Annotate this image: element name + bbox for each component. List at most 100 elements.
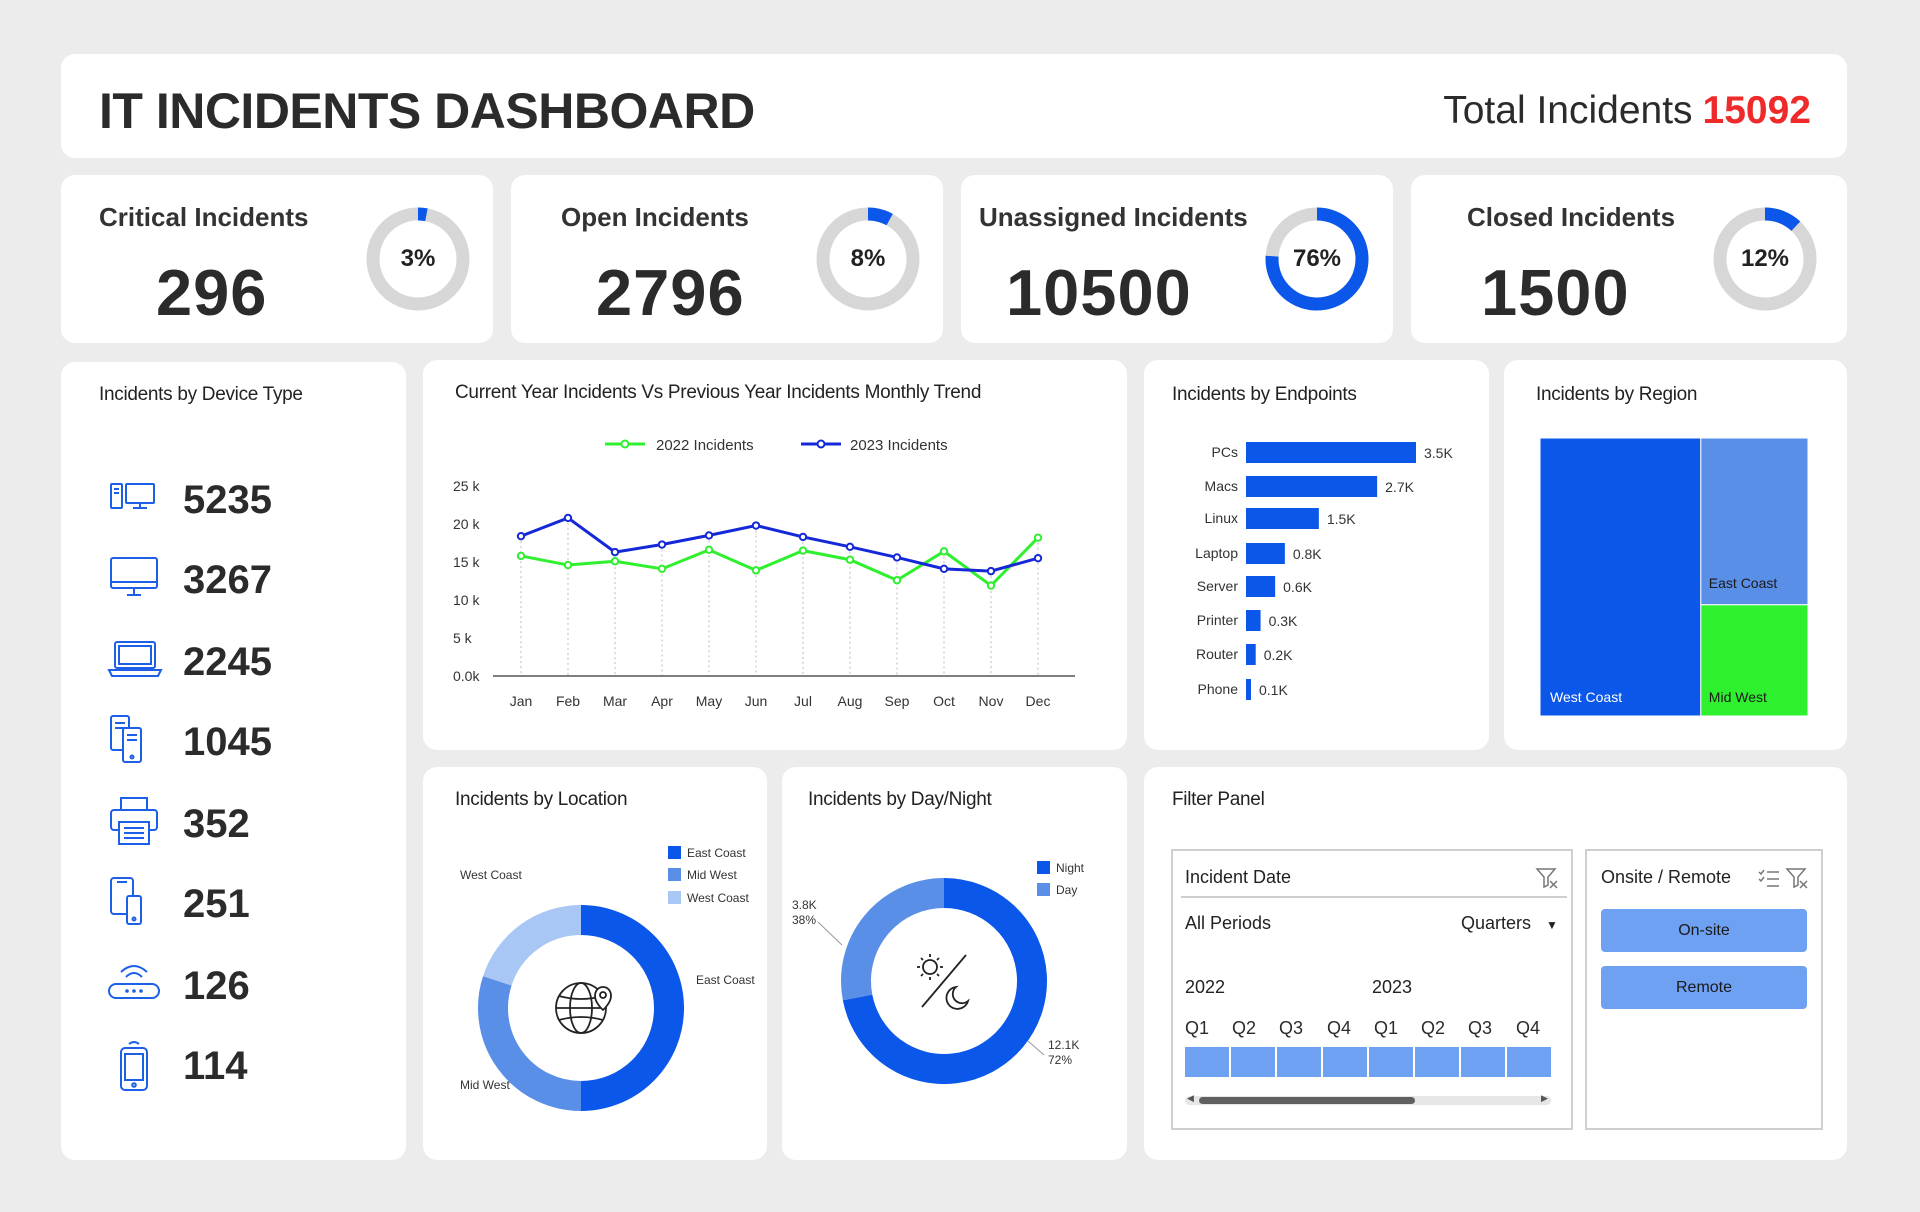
quarter-label: Q3 (1468, 1018, 1493, 1038)
quarter-cell[interactable] (1369, 1047, 1415, 1077)
legend-marker-2023 (816, 439, 826, 449)
clear-filter-icon[interactable] (1535, 867, 1559, 889)
device-row: 5235 (103, 472, 383, 532)
kpi-value: 1500 (1481, 256, 1630, 329)
slice-pct-night: 72% (1048, 1053, 1072, 1067)
data-point (892, 576, 902, 585)
data-point (1033, 554, 1043, 563)
device-count: 3267 (183, 558, 272, 602)
legend-label-2023: 2023 Incidents (850, 437, 948, 454)
kpi-unassigned-card: Unassigned Incidents 10500 76% (961, 175, 1393, 343)
kpi-percent: 76% (1292, 245, 1342, 272)
bar-category-label: Macs (1205, 478, 1238, 494)
leader-line-night (1027, 1040, 1045, 1056)
location-donut-chart: East Coast Mid West West Coast West Coas… (460, 846, 755, 1111)
legend-west-coast: West Coast (668, 891, 749, 905)
quarter-label: Q4 (1516, 1018, 1541, 1038)
bar (1246, 576, 1276, 597)
card-title: Filter Panel (1172, 789, 1265, 810)
card-title: Incidents by Endpoints (1172, 384, 1357, 405)
legend-marker-2022 (620, 439, 630, 449)
quarter-cell[interactable] (1507, 1047, 1551, 1077)
onsite-button[interactable]: On-site (1601, 909, 1807, 952)
card-title: Incidents by Device Type (99, 384, 303, 405)
multi-select-icon[interactable] (1757, 867, 1781, 889)
kpi-donut (1713, 207, 1817, 311)
total-incidents: Total Incidents 15092 (1443, 89, 1811, 133)
quarter-cell[interactable] (1461, 1047, 1507, 1077)
header-bar: IT INCIDENTS DASHBOARD Total Incidents 15… (61, 54, 1847, 158)
data-point (610, 557, 620, 566)
y-tick-label: 5 k (453, 630, 473, 646)
quarter-cell[interactable] (1323, 1047, 1369, 1077)
data-point (563, 560, 573, 570)
data-point (704, 531, 714, 540)
legend-label: Day (1056, 883, 1077, 897)
scrollbar-thumb[interactable] (1199, 1097, 1415, 1104)
treemap-cell-east-coast (1700, 437, 1809, 606)
incident-date-filter: Incident Date All Periods Quarters ▼ 202… (1171, 849, 1573, 1130)
filter-panel-card: Filter Panel Incident Date All Periods Q… (1144, 767, 1847, 1160)
bar-value-label: 0.6K (1283, 579, 1312, 595)
series-line-2023 (520, 516, 1039, 573)
slice-value-day: 3.8K (792, 898, 817, 912)
series-line-2022 (520, 536, 1040, 588)
device-row: 114 (103, 1038, 383, 1098)
clear-filter-icon[interactable] (1785, 867, 1809, 889)
filter-title: Incident Date (1185, 867, 1292, 887)
quarter-cell[interactable] (1415, 1047, 1461, 1077)
timeline-scrollbar[interactable]: ◀ ▶ (1185, 1093, 1551, 1105)
bar-category-label: Laptop (1195, 545, 1238, 561)
legend-night: Night (1037, 861, 1085, 875)
page-title: IT INCIDENTS DASHBOARD (99, 83, 755, 139)
legend-label: West Coast (687, 891, 749, 905)
legend-label: Night (1056, 861, 1085, 875)
bar (1246, 679, 1251, 700)
quarter-cell[interactable] (1231, 1047, 1277, 1077)
card-title: Incidents by Location (455, 789, 628, 810)
scroll-right-icon[interactable]: ▶ (1541, 1093, 1548, 1103)
data-point (657, 564, 667, 574)
legend-east-coast: East Coast (668, 846, 746, 860)
legend-label: East Coast (687, 846, 746, 860)
filter-title: Onsite / Remote (1601, 867, 1732, 887)
y-tick-label: 15 k (453, 554, 480, 570)
data-point (892, 553, 902, 562)
x-tick-label: Sep (885, 693, 910, 709)
monthly-trend-chart: 2022 Incidents 2023 Incidents 0.0k 5 k 10 … (453, 437, 1075, 709)
device-row: 251 (103, 876, 383, 936)
data-point (798, 546, 808, 555)
device-count: 352 (183, 802, 250, 846)
treemap-label: East Coast (1709, 575, 1778, 591)
bar-category-label: Router (1196, 646, 1238, 662)
kpi-percent: 12% (1740, 245, 1790, 272)
legend-day: Day (1037, 883, 1077, 897)
quarter-timeline-bar[interactable] (1185, 1047, 1551, 1077)
data-point (798, 532, 808, 542)
bar-value-label: 0.3K (1269, 613, 1298, 629)
desktop-tower-icon (110, 483, 155, 509)
sun-moon-icon (917, 954, 970, 1010)
device-count: 1045 (183, 720, 272, 764)
quarter-cell[interactable] (1277, 1047, 1323, 1077)
remote-button[interactable]: Remote (1601, 966, 1807, 1009)
router-icon (108, 965, 160, 999)
x-tick-label: Jul (794, 693, 812, 709)
quarter-cell[interactable] (1185, 1047, 1231, 1077)
quarter-label: Q1 (1185, 1018, 1210, 1038)
data-point (939, 564, 949, 574)
scroll-left-icon[interactable]: ◀ (1187, 1093, 1194, 1103)
period-selector[interactable]: All Periods (1185, 913, 1272, 933)
endpoints-card: Incidents by Endpoints PCs 3.5K Macs 2.7K Li… (1144, 360, 1489, 750)
data-point (1033, 533, 1043, 542)
slice-label-west-coast: West Coast (460, 868, 522, 882)
card-title: Incidents by Region (1536, 384, 1698, 405)
bar (1246, 644, 1256, 665)
monitor-icon (110, 557, 158, 596)
donut-slice (478, 976, 582, 1111)
day-night-card: Incidents by Day/Night Night Day 3.8K 38… (782, 767, 1127, 1160)
data-point (704, 545, 714, 555)
granularity-dropdown[interactable]: Quarters ▼ (1461, 913, 1558, 934)
slice-value-night: 12.1K (1048, 1038, 1079, 1052)
legend-mid-west: Mid West (668, 868, 737, 882)
